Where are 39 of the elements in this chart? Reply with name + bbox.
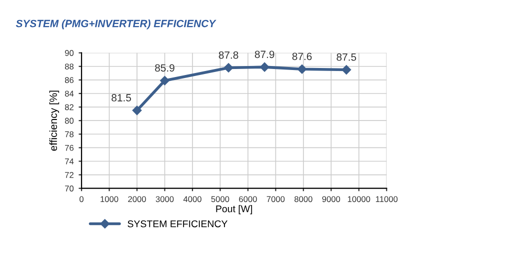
y-tick-label: 70	[65, 186, 74, 192]
point	[132, 106, 142, 116]
data-label: 87.5	[336, 53, 356, 61]
point	[297, 64, 307, 74]
x-tick-label: 10000	[348, 196, 370, 202]
y-tick-label: 84	[64, 90, 74, 97]
data-label: 87.6	[292, 52, 312, 60]
point	[160, 76, 170, 86]
data-label: 87.9	[254, 50, 274, 58]
y-tick-label: 74	[65, 158, 74, 164]
point	[224, 63, 234, 72]
x-axis-title: Pout [W]	[216, 205, 252, 214]
chart-title: SYSTEM (PMG+INVERTER) EFFICIENCY	[16, 20, 216, 30]
x-tick-label: 1000	[100, 196, 118, 202]
legend-label: SYSTEM EFFICIENCY	[128, 220, 228, 228]
x-tick-label: 6000	[239, 196, 257, 202]
point	[342, 65, 352, 74]
y-tick-label: 82	[64, 104, 74, 110]
y-tick-label: 86	[64, 77, 74, 84]
data-label: 81.5	[112, 94, 132, 102]
y-tick-label: 80	[64, 118, 74, 124]
y-tick-label: 72	[65, 172, 74, 178]
x-tick-label: 4000	[183, 196, 202, 202]
data-label: 87.8	[218, 51, 238, 59]
x-tick-label: 2000	[128, 196, 146, 202]
y-tick-label: 78	[65, 131, 74, 138]
y-tick-label: 76	[65, 144, 74, 151]
y-axis-title: efficiency [%]	[49, 90, 60, 151]
y-tick-label: 88	[64, 64, 74, 70]
x-tick-label: 7000	[266, 196, 285, 202]
x-tick-label: 11000	[376, 196, 398, 202]
x-tick-label: 5000	[211, 196, 230, 202]
x-tick-label: 3000	[156, 196, 174, 202]
x-tick-label: 9000	[322, 196, 340, 202]
point	[260, 62, 270, 72]
y-tick-label: 90	[65, 50, 74, 56]
x-tick-label: 8000	[294, 196, 312, 202]
data-label: 85.9	[155, 64, 174, 72]
x-tick-label: 0	[80, 196, 84, 202]
